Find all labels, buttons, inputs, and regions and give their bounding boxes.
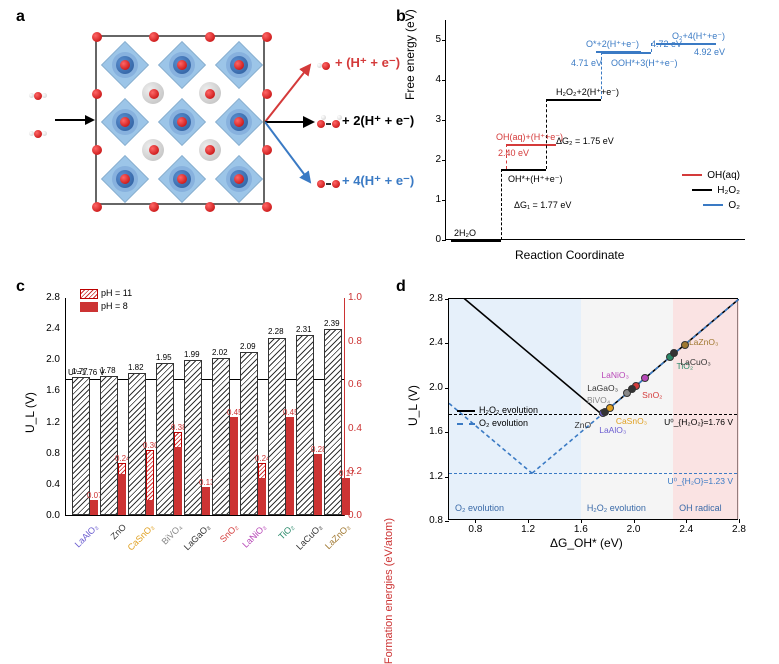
point-LaGaO₃ <box>628 385 636 393</box>
panel-d-volcano: O₂ evolutionH₂O₂ evolutionOH radical0.81… <box>400 288 760 588</box>
input-arrow <box>55 110 95 130</box>
output-1: + (H⁺ + e⁻) <box>335 55 400 71</box>
panel-c-ylabel: U_L (V) <box>23 392 37 433</box>
panel-a-schematic: + (H⁺ + e⁻) + 2(H⁺ + e⁻) + 4(H⁺ + e⁻) <box>20 25 370 255</box>
panel-d-ylabel: U_L (V) <box>406 385 420 426</box>
panel-a-label: a <box>16 8 25 26</box>
panel-b-free-energy: 0123452H₂OOH*+(H⁺+e⁻)ΔG₁ = 1.77 eVOH(aq)… <box>400 10 760 270</box>
panel-b-xlabel: Reaction Coordinate <box>515 248 624 262</box>
legend-ph8: pH = 8 <box>80 301 128 312</box>
panel-c-ylabel2: Formation energies (eV/atom) <box>383 518 395 664</box>
legend-o2: O₂ <box>703 200 740 211</box>
point-LaCuO₃ <box>670 349 678 357</box>
panel-c-bars: 0.00.40.81.21.62.02.42.80.00.20.40.60.81… <box>20 288 380 588</box>
legend-ph11: pH = 11 <box>80 288 132 299</box>
panel-b-ylabel: Free energy (eV) <box>403 9 417 100</box>
legend-oh: OH(aq) <box>682 170 740 181</box>
perovskite-lattice <box>95 35 265 205</box>
point-LaZnO₃ <box>681 341 689 349</box>
legend-h2o2: H₂O₂ <box>692 185 740 196</box>
panel-d-xlabel: ΔG_OH* (eV) <box>550 536 623 550</box>
point-LaNiO₃ <box>641 374 649 382</box>
